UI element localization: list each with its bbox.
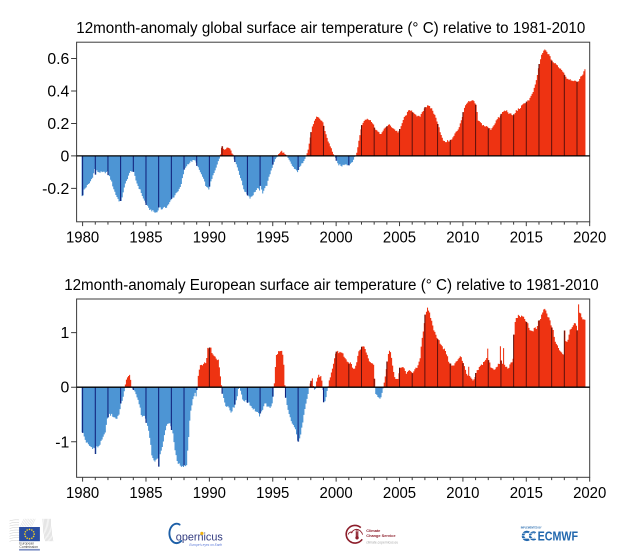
svg-text:European: European [19, 542, 34, 546]
svg-text:-0.2: -0.2 [42, 181, 69, 198]
svg-text:2010: 2010 [446, 485, 479, 502]
svg-text:2020: 2020 [573, 229, 606, 246]
svg-text:2005: 2005 [383, 485, 416, 502]
svg-text:2010: 2010 [446, 229, 479, 246]
svg-text:Change Service: Change Service [366, 533, 396, 538]
svg-text:1985: 1985 [129, 229, 162, 246]
svg-text:2015: 2015 [510, 485, 543, 502]
svg-text:1: 1 [61, 325, 70, 342]
svg-text:1995: 1995 [256, 485, 289, 502]
svg-text:Commission: Commission [19, 545, 38, 549]
svg-text:2005: 2005 [383, 229, 416, 246]
svg-text:0: 0 [61, 380, 70, 397]
svg-text:1980: 1980 [66, 485, 99, 502]
svg-text:12month-anomaly European surfa: 12month-anomaly European surface air tem… [64, 277, 599, 294]
svg-text:Climate: Climate [366, 528, 381, 533]
svg-text:2000: 2000 [320, 229, 353, 246]
svg-text:Europe’s eyes on Earth: Europe’s eyes on Earth [189, 543, 222, 547]
svg-text:climate.copernicus.eu: climate.copernicus.eu [366, 541, 398, 545]
svg-text:2000: 2000 [320, 485, 353, 502]
svg-text:IMPLEMENTED BY: IMPLEMENTED BY [521, 526, 542, 530]
svg-text:1980: 1980 [66, 229, 99, 246]
svg-text:1995: 1995 [256, 229, 289, 246]
svg-text:1990: 1990 [193, 229, 226, 246]
svg-text:2015: 2015 [510, 229, 543, 246]
svg-text:-1: -1 [55, 434, 69, 451]
svg-text:0.6: 0.6 [47, 51, 69, 68]
svg-text:ECMWF: ECMWF [538, 528, 579, 543]
svg-text:0: 0 [61, 148, 70, 165]
svg-text:12month-anomaly global surface: 12month-anomaly global surface air tempe… [76, 20, 585, 37]
svg-text:2020: 2020 [573, 485, 606, 502]
svg-text:opernicus: opernicus [176, 531, 223, 543]
svg-text:0.2: 0.2 [47, 116, 69, 133]
svg-text:1985: 1985 [129, 485, 162, 502]
svg-text:0.4: 0.4 [47, 83, 69, 100]
svg-text:1990: 1990 [193, 485, 226, 502]
